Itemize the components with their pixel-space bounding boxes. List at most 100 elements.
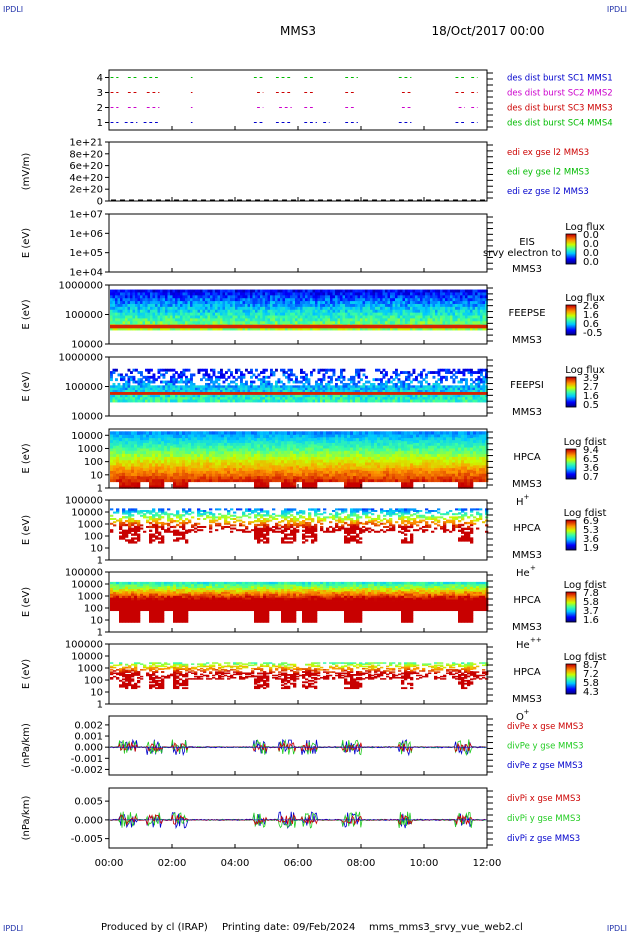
spectrogram-cell-feepse (430, 298, 433, 302)
spectrogram-cell-feepse (297, 306, 301, 311)
spectrogram-cell-feepsi (307, 397, 311, 401)
spectrogram-band-feepsi (430, 392, 433, 395)
spectrogram-cell-feepse (202, 289, 206, 293)
spectrogram-cell-feepse (232, 321, 236, 325)
spectrogram-cell-feepsi (125, 394, 128, 398)
spectrogram-cell-feepse (210, 312, 213, 317)
spectrogram-cell-feepsi (450, 397, 453, 401)
spectrogram-cell-feepse (485, 318, 488, 322)
spectrogram-band-feepse (187, 324, 191, 329)
spectrogram-cell-hpca_h (134, 437, 138, 442)
spectrogram-cell-feepse (207, 327, 211, 331)
spectrogram-cell-feepsi (132, 394, 136, 398)
spectrogram-band-feepsi (307, 392, 311, 395)
spectrogram-cell-feepsi (457, 368, 461, 372)
spectrogram-cell-feepsi (417, 373, 421, 377)
spectrogram-cell-feepsi (207, 397, 211, 401)
spectrogram-cell-feepsi (397, 387, 401, 391)
spectrogram-cell-feepsi (480, 394, 483, 398)
spectrogram-cell-hpca_h (176, 447, 180, 451)
spectrogram-cell-hpca_h (176, 437, 180, 442)
spectrogram-band-feepse (360, 324, 363, 329)
spectrogram-cell-feepsi (442, 375, 446, 379)
spectrogram-cell-feepsi (402, 371, 406, 374)
spectrogram-cell-feepse (367, 289, 371, 293)
colorbar-cell-eis (566, 255, 576, 257)
spectrogram-cell-feepse (207, 301, 211, 305)
spectrogram-cell-feepse (137, 295, 141, 299)
spectrogram-cell-feepsi (217, 375, 221, 379)
spectrogram-cell-feepsi (162, 368, 166, 372)
spectrogram-cell-feepse (152, 306, 156, 311)
spectrogram-cell-feepse (440, 315, 443, 319)
spectrogram-cell-feepse (282, 289, 286, 293)
spectrogram-cell-feepse (422, 298, 426, 302)
spectrogram-cell-feepse (337, 321, 341, 325)
spectrogram-cell-feepse (422, 292, 426, 296)
spectrogram-cell-feepsi (477, 387, 481, 391)
spectrogram-cell-hpca_h (200, 470, 204, 474)
spectrogram-cell-feepsi (365, 387, 368, 391)
spectrogram-cell-feepse (195, 295, 198, 299)
spectrogram-cell-feepse (217, 318, 221, 322)
spectrogram-cell-feepsi (445, 394, 448, 398)
spectrogram-cell-feepsi (242, 385, 246, 389)
spectrogram-cell-hpca_h (212, 462, 216, 466)
spectrogram-cell-feepse (382, 306, 386, 311)
spectrogram-cell-feepse (140, 303, 143, 308)
spectrogram-cell-feepsi (370, 387, 373, 391)
spectrogram-cell-feepse (297, 309, 301, 314)
spectrogram-cell-feepsi (175, 399, 178, 403)
spectrogram-cell-feepse (402, 318, 406, 322)
spectrogram-cell-feepsi (470, 394, 473, 398)
spectrogram-cell-feepse (250, 289, 253, 293)
spectrogram-cell-hpca_h (119, 462, 123, 467)
spectrogram-cell-feepse (250, 292, 253, 296)
spectrogram-cell-feepse (402, 321, 406, 325)
spectrogram-cell-feepsi (370, 397, 373, 401)
spectrogram-cell-feepse (400, 303, 403, 308)
spectrogram-cell-feepse (430, 292, 433, 296)
spectrogram-cell-hpca_h (206, 436, 210, 441)
spectrogram-cell-feepse (435, 301, 438, 305)
spectrogram-band-feepsi (247, 392, 251, 395)
spectrogram-cell-feepsi (285, 375, 288, 379)
spectrogram-cell-feepse (312, 301, 316, 305)
spectrogram-cell-feepse (342, 318, 346, 322)
spectrogram-cell-feepse (192, 301, 196, 305)
spectrogram-cell-feepse (310, 289, 313, 293)
spectrogram-cell-feepse (132, 301, 136, 305)
spectrogram-cell-feepse (227, 303, 231, 308)
spectrogram-cell-feepse (295, 327, 298, 331)
spectrogram-cell-feepse (260, 312, 263, 317)
spectrogram-cell-feepsi (225, 399, 228, 403)
spectrogram-cell-hpca_h (176, 472, 180, 477)
spectrogram-cell-feepsi (245, 399, 248, 403)
spectrogram-cell-feepse (150, 298, 153, 302)
spectrogram-cell-feepse (275, 289, 278, 293)
spectrogram-cell-feepse (237, 292, 241, 296)
spectrogram-cell-hpca_h (215, 448, 219, 452)
spectrogram-cell-feepse (262, 315, 266, 319)
spectrogram-cell-feepsi (235, 385, 238, 389)
spectrogram-cell-hpca_h (128, 440, 132, 445)
spectrogram-cell-feepse (337, 306, 341, 311)
spectrogram-cell-feepse (140, 312, 143, 317)
spectrogram-cell-feepsi (460, 394, 463, 398)
corner-label-bottom-left: IPDLI (3, 924, 23, 933)
spectrogram-cell-feepsi (402, 399, 406, 403)
spectrogram-cell-feepse (127, 312, 131, 317)
spectrogram-cell-feepse (435, 295, 438, 299)
spectrogram-cell-feepsi (257, 378, 261, 382)
spectrogram-cell-feepse (225, 301, 228, 305)
spectrogram-cell-feepsi (327, 382, 331, 386)
spectrogram-cell-hpca_h (212, 467, 216, 471)
spectrogram-cell-feepse (485, 295, 488, 299)
spectrogram-cell-hpca_h (176, 453, 180, 458)
spectrogram-cell-feepsi (377, 399, 381, 403)
spectrogram-cell-feepse (317, 318, 321, 322)
spectrogram-cell-hpca_h (182, 456, 186, 461)
spectrogram-cell-feepse (437, 292, 441, 296)
spectrogram-cell-feepse (135, 321, 138, 325)
spectrogram-cell-feepsi (325, 387, 328, 391)
